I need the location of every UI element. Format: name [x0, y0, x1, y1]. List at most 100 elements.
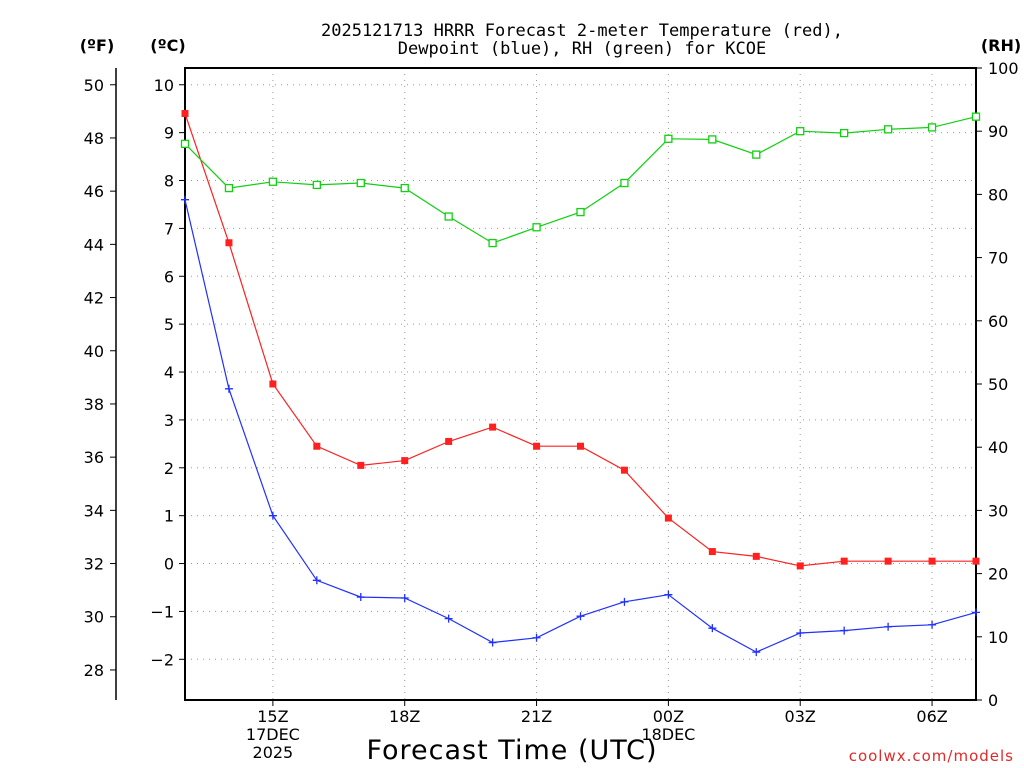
rh-tick-label: 60	[988, 312, 1008, 331]
dewpoint-point	[312, 576, 321, 585]
celsius-tick-label: −1	[150, 602, 174, 621]
dewpoint-point	[356, 593, 365, 602]
dewpoint-point	[664, 590, 673, 599]
rh-point	[312, 180, 321, 190]
temperature-point	[225, 239, 233, 247]
dewpoint-point	[884, 622, 893, 631]
rh-tick-label: 30	[988, 501, 1008, 520]
x-tick-label: 21Z	[521, 707, 552, 726]
rh-point	[927, 123, 937, 132]
dewpoint-point	[488, 638, 497, 647]
fahrenheit-tick-label: 44	[84, 235, 104, 254]
temperature-point	[972, 557, 980, 565]
rh-point	[664, 134, 673, 143]
grid-lines	[185, 68, 976, 700]
celsius-unit-label: (ºC)	[150, 36, 185, 55]
data-series	[180, 109, 981, 657]
dewpoint-point	[181, 195, 189, 204]
rh-tick-label: 100	[988, 59, 1019, 78]
celsius-tick-label: 7	[164, 219, 174, 238]
dewpoint-series-line	[184, 199, 977, 653]
dewpoint-point	[620, 597, 629, 606]
temperature-series-line	[184, 113, 976, 567]
temperature-point	[577, 442, 584, 450]
dewpoint-point	[400, 594, 409, 603]
rh-series-line	[184, 116, 977, 244]
celsius-tick-label: 0	[164, 555, 174, 574]
dewpoint-point	[840, 626, 849, 635]
rh-point	[708, 135, 717, 144]
fahrenheit-tick-label: 38	[84, 395, 104, 414]
temperature-point	[884, 557, 892, 565]
x-tick-label: 18Z	[389, 707, 420, 726]
fahrenheit-tick-label: 50	[84, 76, 104, 95]
rh-tick-label: 20	[988, 565, 1008, 584]
rh-point	[971, 112, 981, 121]
dewpoint-point	[796, 628, 805, 637]
rh-unit-label: (RH)	[981, 36, 1021, 55]
x-tick-label: 00Z	[653, 707, 684, 726]
x-tick-label: 2025	[253, 743, 294, 762]
temperature-point	[752, 552, 760, 560]
rh-point	[180, 139, 190, 148]
temperature-point	[708, 548, 716, 556]
temperature-point	[489, 423, 497, 431]
celsius-tick-label: 1	[164, 507, 174, 526]
rh-tick-label: 70	[988, 249, 1008, 268]
rh-tick-label: 10	[988, 628, 1008, 647]
rh-point	[268, 177, 278, 186]
rh-point	[444, 212, 453, 221]
credit-text: coolwx.com/models	[849, 747, 1014, 765]
temperature-point	[401, 457, 409, 465]
rh-point	[752, 150, 761, 159]
temperature-point	[269, 380, 277, 388]
fahrenheit-tick-label: 36	[84, 448, 104, 467]
celsius-tick-label: 4	[164, 363, 174, 382]
dewpoint-point	[752, 648, 761, 657]
celsius-tick-label: −2	[150, 650, 174, 669]
rh-point	[883, 125, 893, 134]
celsius-tick-label: 2	[164, 459, 174, 478]
fahrenheit-tick-label: 32	[84, 555, 104, 574]
rh-point	[576, 207, 585, 217]
fahrenheit-tick-label: 40	[84, 342, 104, 361]
temperature-point	[445, 437, 453, 445]
temperature-point	[840, 557, 848, 565]
rh-point	[532, 223, 541, 232]
celsius-tick-label: 10	[154, 76, 174, 95]
rh-point	[796, 127, 805, 136]
fahrenheit-tick-label: 42	[84, 289, 104, 308]
dewpoint-point	[972, 608, 980, 617]
dewpoint-point	[576, 612, 585, 621]
rh-point	[356, 178, 365, 188]
temperature-point	[313, 442, 321, 450]
rh-tick-label: 40	[988, 438, 1008, 457]
rh-tick-label: 50	[988, 375, 1008, 394]
celsius-tick-label: 9	[164, 124, 174, 143]
temperature-point	[664, 514, 672, 522]
rh-point	[488, 238, 497, 248]
fahrenheit-tick-label: 48	[84, 129, 104, 148]
fahrenheit-tick-label: 30	[84, 608, 104, 627]
celsius-tick-label: 8	[164, 172, 174, 191]
fahrenheit-tick-label: 34	[84, 501, 104, 520]
temperature-point	[796, 562, 804, 570]
chart-title-line-1: 2025121713 HRRR Forecast 2-meter Tempera…	[321, 21, 843, 41]
temperature-point	[181, 109, 189, 117]
dewpoint-point	[532, 633, 541, 642]
fahrenheit-unit-label: (ºF)	[80, 36, 115, 55]
celsius-tick-label: 3	[164, 411, 174, 430]
temperature-point	[620, 466, 628, 474]
dewpoint-point	[224, 384, 233, 393]
dewpoint-point	[444, 614, 453, 623]
rh-tick-label: 0	[988, 691, 998, 710]
rh-tick-label: 80	[988, 185, 1008, 204]
rh-point	[224, 183, 234, 193]
fahrenheit-tick-label: 46	[84, 182, 104, 201]
x-tick-label: 06Z	[916, 707, 947, 726]
temperature-point	[533, 442, 541, 450]
rh-point	[840, 128, 849, 138]
celsius-tick-label: 6	[164, 267, 174, 286]
